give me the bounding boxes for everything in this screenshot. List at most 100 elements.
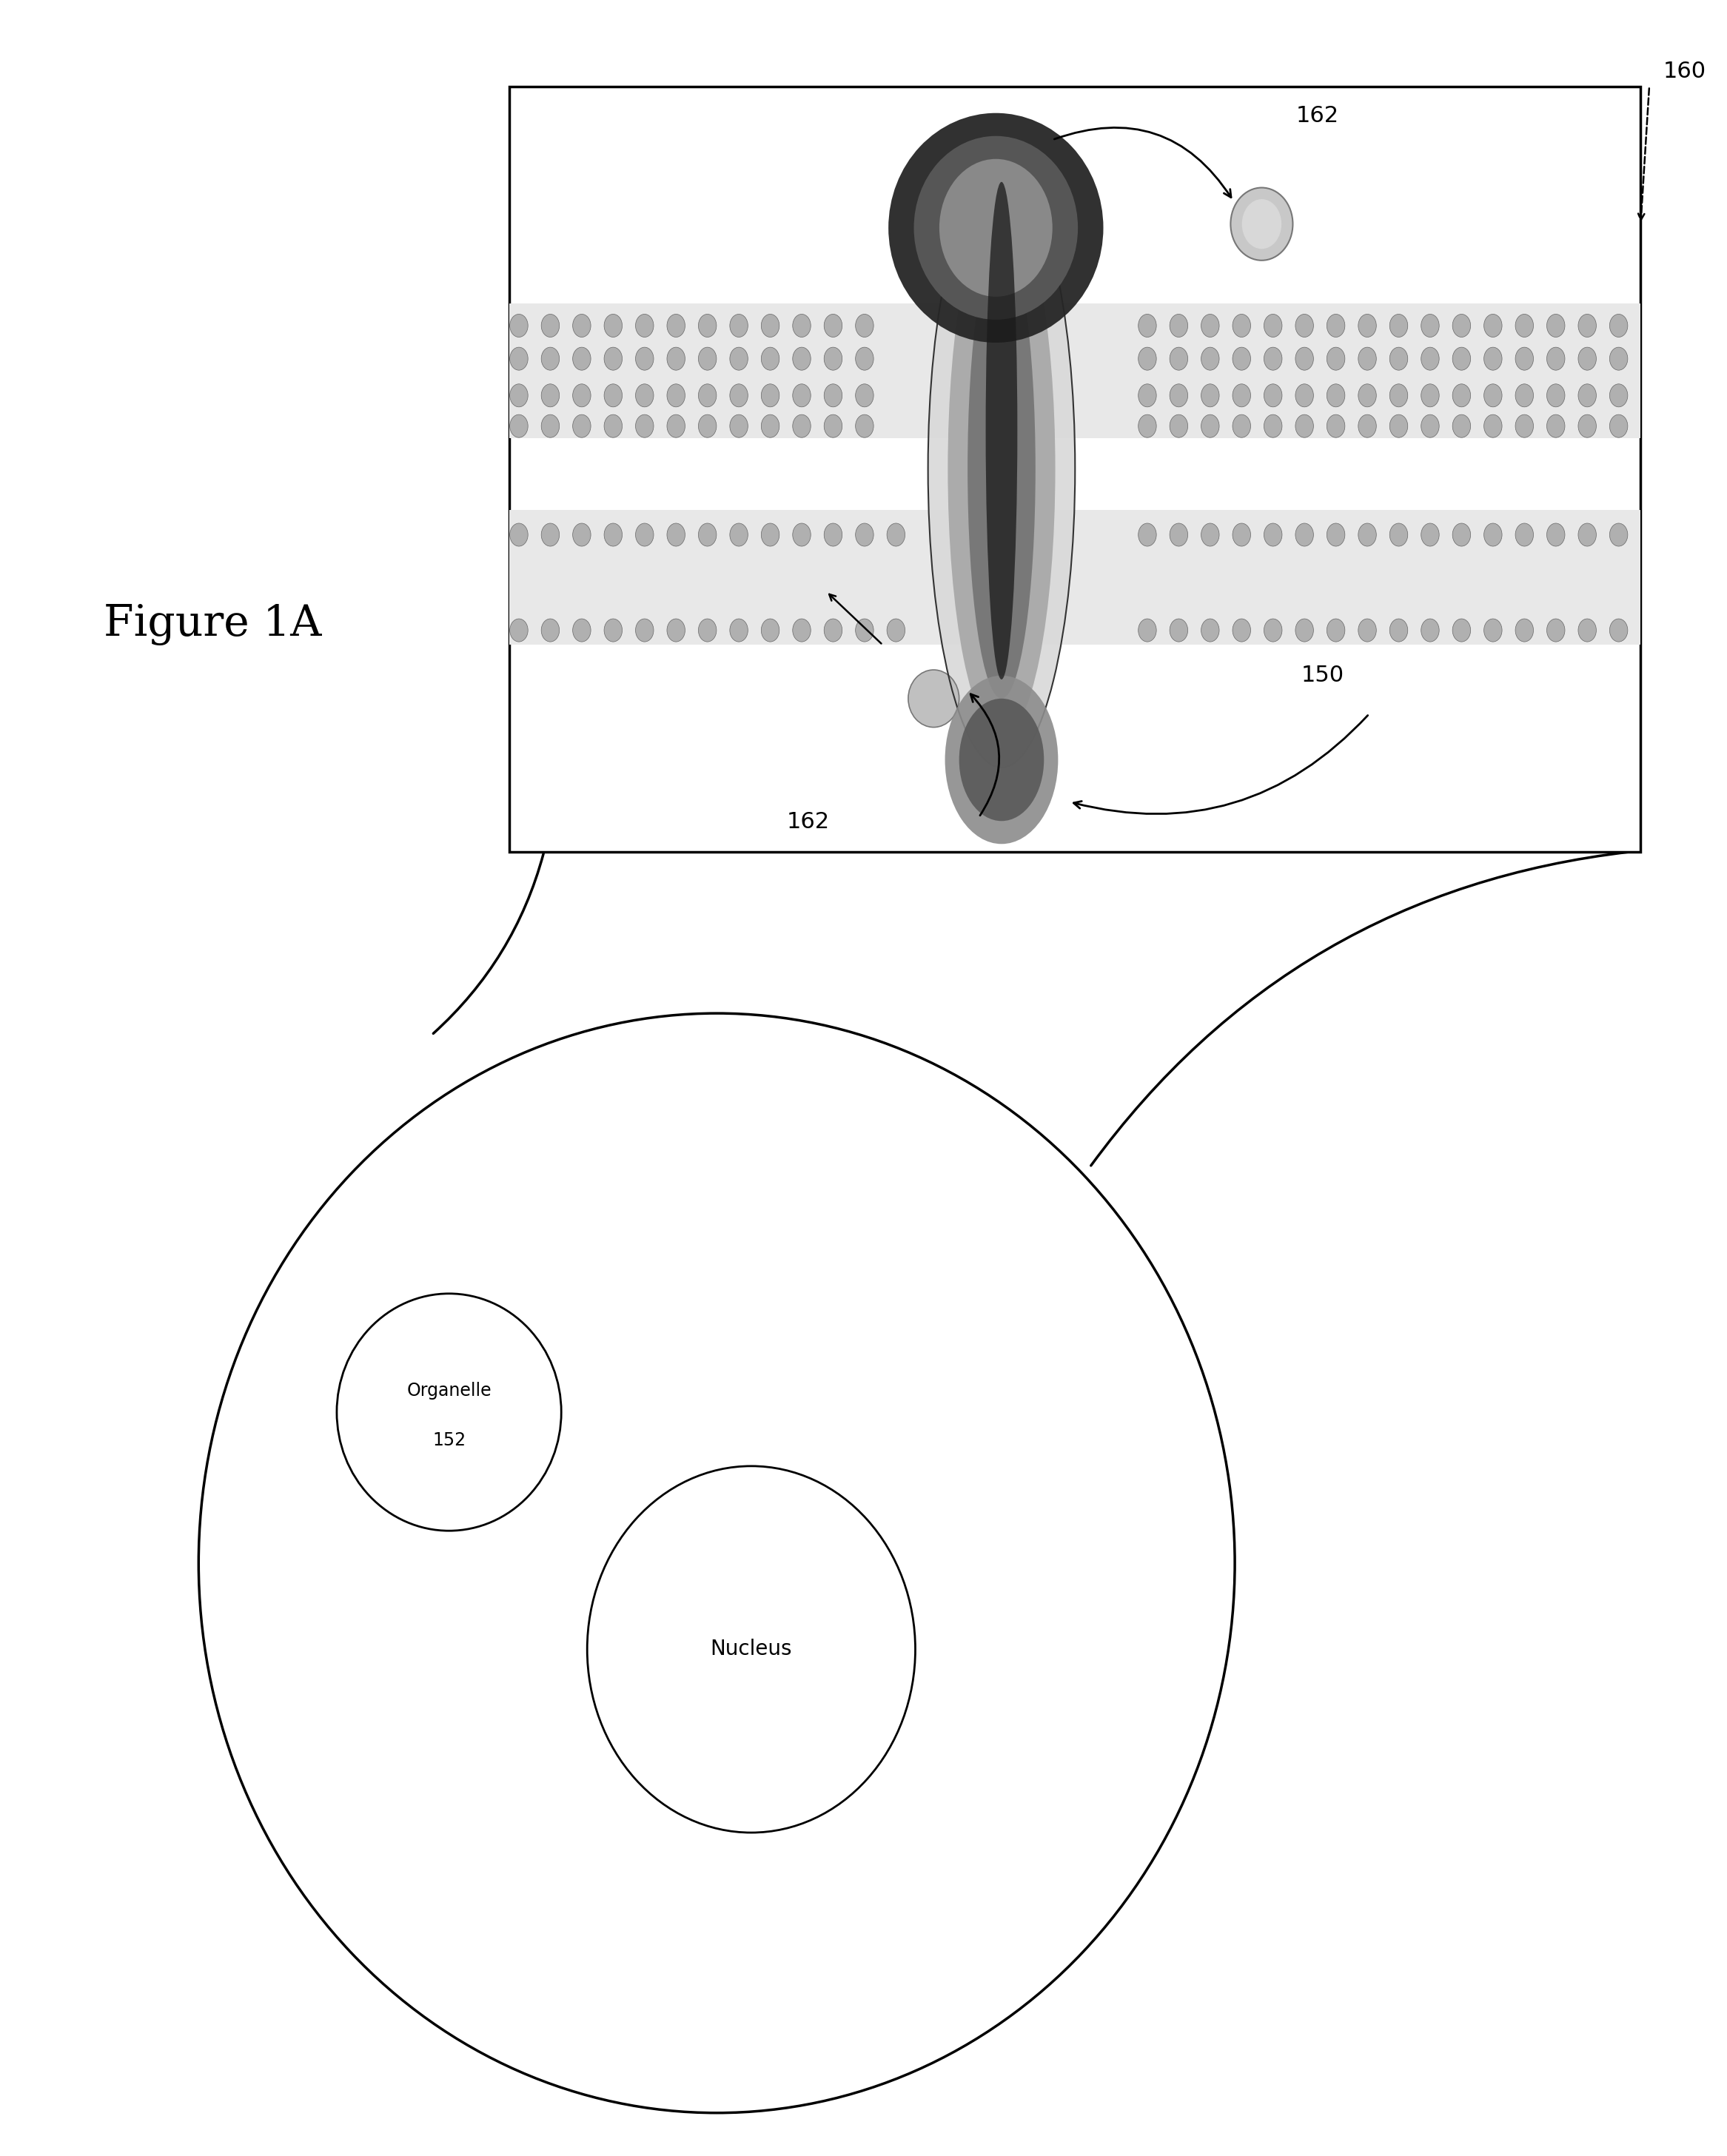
Ellipse shape [824,524,843,545]
Ellipse shape [541,347,560,371]
Ellipse shape [1421,384,1439,407]
Ellipse shape [914,136,1078,319]
Ellipse shape [855,619,874,642]
Ellipse shape [587,1466,915,1833]
Ellipse shape [1326,315,1345,336]
Ellipse shape [1390,524,1408,545]
Ellipse shape [1390,384,1408,407]
Ellipse shape [636,315,653,336]
Ellipse shape [824,347,843,371]
Ellipse shape [731,315,748,336]
Text: 152: 152 [432,1432,466,1449]
Ellipse shape [541,315,560,336]
Ellipse shape [762,384,779,407]
Ellipse shape [1233,315,1250,336]
FancyArrowPatch shape [1091,852,1630,1166]
Ellipse shape [1357,347,1376,371]
Ellipse shape [636,384,653,407]
Text: Figure 1A: Figure 1A [104,604,321,645]
Ellipse shape [636,414,653,438]
Ellipse shape [1515,619,1534,642]
Ellipse shape [793,347,810,371]
Ellipse shape [1610,347,1629,371]
Ellipse shape [698,414,717,438]
Ellipse shape [958,699,1043,821]
Ellipse shape [1295,414,1314,438]
Ellipse shape [1483,619,1502,642]
Ellipse shape [986,181,1017,679]
Ellipse shape [1421,524,1439,545]
Ellipse shape [1200,384,1219,407]
Ellipse shape [667,384,686,407]
Ellipse shape [667,619,686,642]
Ellipse shape [1233,347,1250,371]
Ellipse shape [1233,414,1250,438]
Ellipse shape [731,384,748,407]
Text: Nucleus: Nucleus [710,1639,793,1660]
Ellipse shape [1169,619,1188,642]
Ellipse shape [939,160,1052,298]
Ellipse shape [1138,384,1157,407]
Ellipse shape [1200,414,1219,438]
Ellipse shape [1295,524,1314,545]
Ellipse shape [824,384,843,407]
Text: 162: 162 [786,811,829,832]
Ellipse shape [1138,414,1157,438]
Ellipse shape [793,619,810,642]
Ellipse shape [509,315,528,336]
Ellipse shape [793,524,810,545]
Ellipse shape [1610,384,1629,407]
Ellipse shape [1200,347,1219,371]
Ellipse shape [698,619,717,642]
Ellipse shape [1295,384,1314,407]
Ellipse shape [1357,414,1376,438]
Ellipse shape [1390,619,1408,642]
Ellipse shape [762,524,779,545]
Ellipse shape [541,524,560,545]
Ellipse shape [1578,384,1596,407]
Ellipse shape [793,384,810,407]
Ellipse shape [509,384,528,407]
Ellipse shape [1233,619,1250,642]
Ellipse shape [1578,414,1596,438]
Ellipse shape [698,524,717,545]
Ellipse shape [698,384,717,407]
Ellipse shape [1483,524,1502,545]
Ellipse shape [762,414,779,438]
Ellipse shape [667,315,686,336]
Ellipse shape [1233,384,1250,407]
Ellipse shape [1578,347,1596,371]
Ellipse shape [1610,619,1629,642]
Ellipse shape [1357,315,1376,336]
Ellipse shape [573,315,591,336]
Ellipse shape [1578,315,1596,336]
Ellipse shape [604,619,622,642]
Ellipse shape [855,347,874,371]
Ellipse shape [667,414,686,438]
Ellipse shape [1547,384,1565,407]
Ellipse shape [1169,384,1188,407]
Ellipse shape [793,315,810,336]
Ellipse shape [1421,315,1439,336]
Ellipse shape [1200,524,1219,545]
Ellipse shape [1357,619,1376,642]
Ellipse shape [1138,524,1157,545]
Ellipse shape [1169,315,1188,336]
Ellipse shape [731,524,748,545]
Ellipse shape [927,170,1074,768]
Ellipse shape [948,201,1055,737]
Ellipse shape [1169,414,1188,438]
Ellipse shape [1390,315,1408,336]
Ellipse shape [573,619,591,642]
Ellipse shape [1200,315,1219,336]
Ellipse shape [1231,188,1294,261]
Ellipse shape [1138,347,1157,371]
Ellipse shape [509,524,528,545]
Ellipse shape [731,619,748,642]
Ellipse shape [1390,347,1408,371]
Bar [509,304,1641,438]
Ellipse shape [1452,347,1471,371]
Ellipse shape [1421,414,1439,438]
Ellipse shape [1483,347,1502,371]
Ellipse shape [1578,619,1596,642]
